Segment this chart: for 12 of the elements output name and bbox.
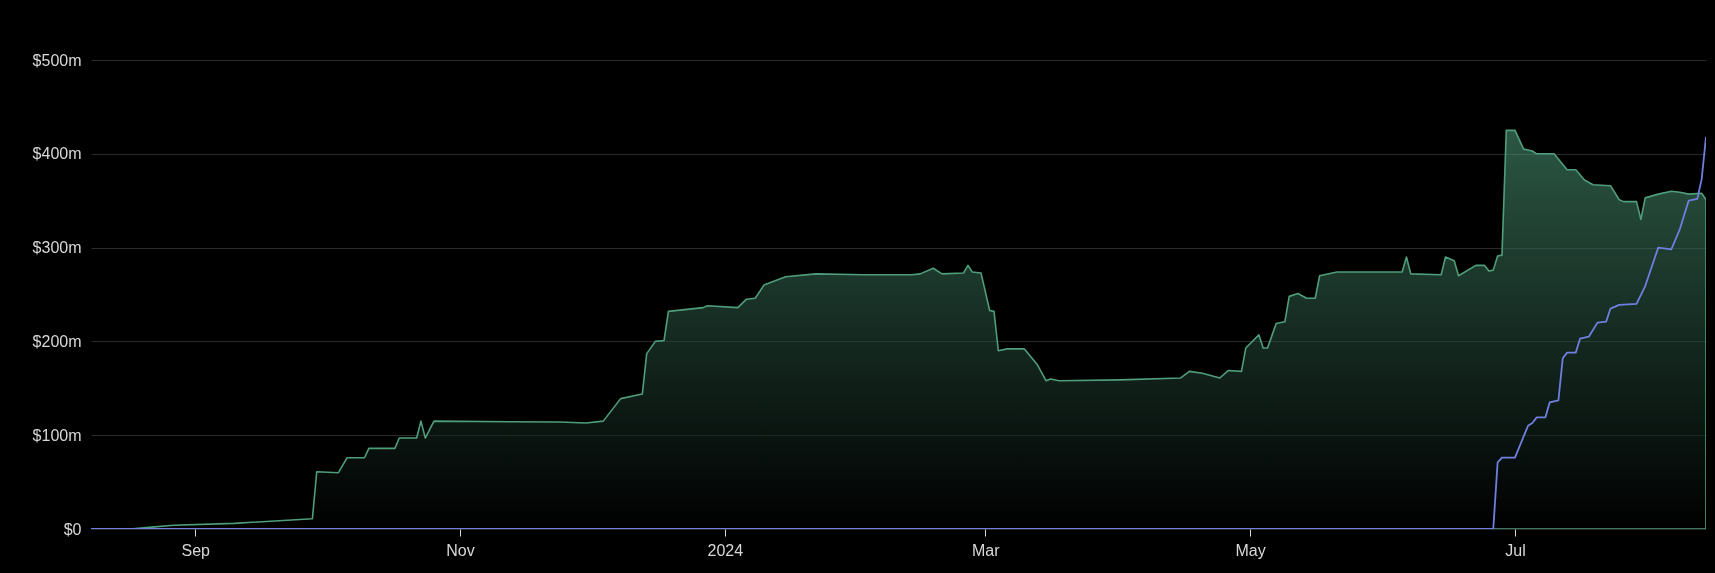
x-tick-label: May bbox=[1235, 541, 1266, 559]
x-tick-label: Sep bbox=[181, 541, 211, 559]
x-tick-label: Nov bbox=[446, 541, 475, 559]
x-tick-label: 2024 bbox=[707, 541, 744, 559]
x-tick-label: Mar bbox=[972, 541, 1001, 559]
x-tick-label: Jul bbox=[1505, 541, 1526, 559]
y-tick-label: $400m bbox=[32, 145, 82, 163]
y-tick-label: $200m bbox=[32, 332, 82, 350]
y-tick-label: $0 bbox=[63, 520, 82, 538]
y-tick-label: $300m bbox=[32, 239, 82, 257]
y-tick-label: $100m bbox=[32, 426, 82, 444]
y-tick-label: $500m bbox=[32, 51, 82, 69]
